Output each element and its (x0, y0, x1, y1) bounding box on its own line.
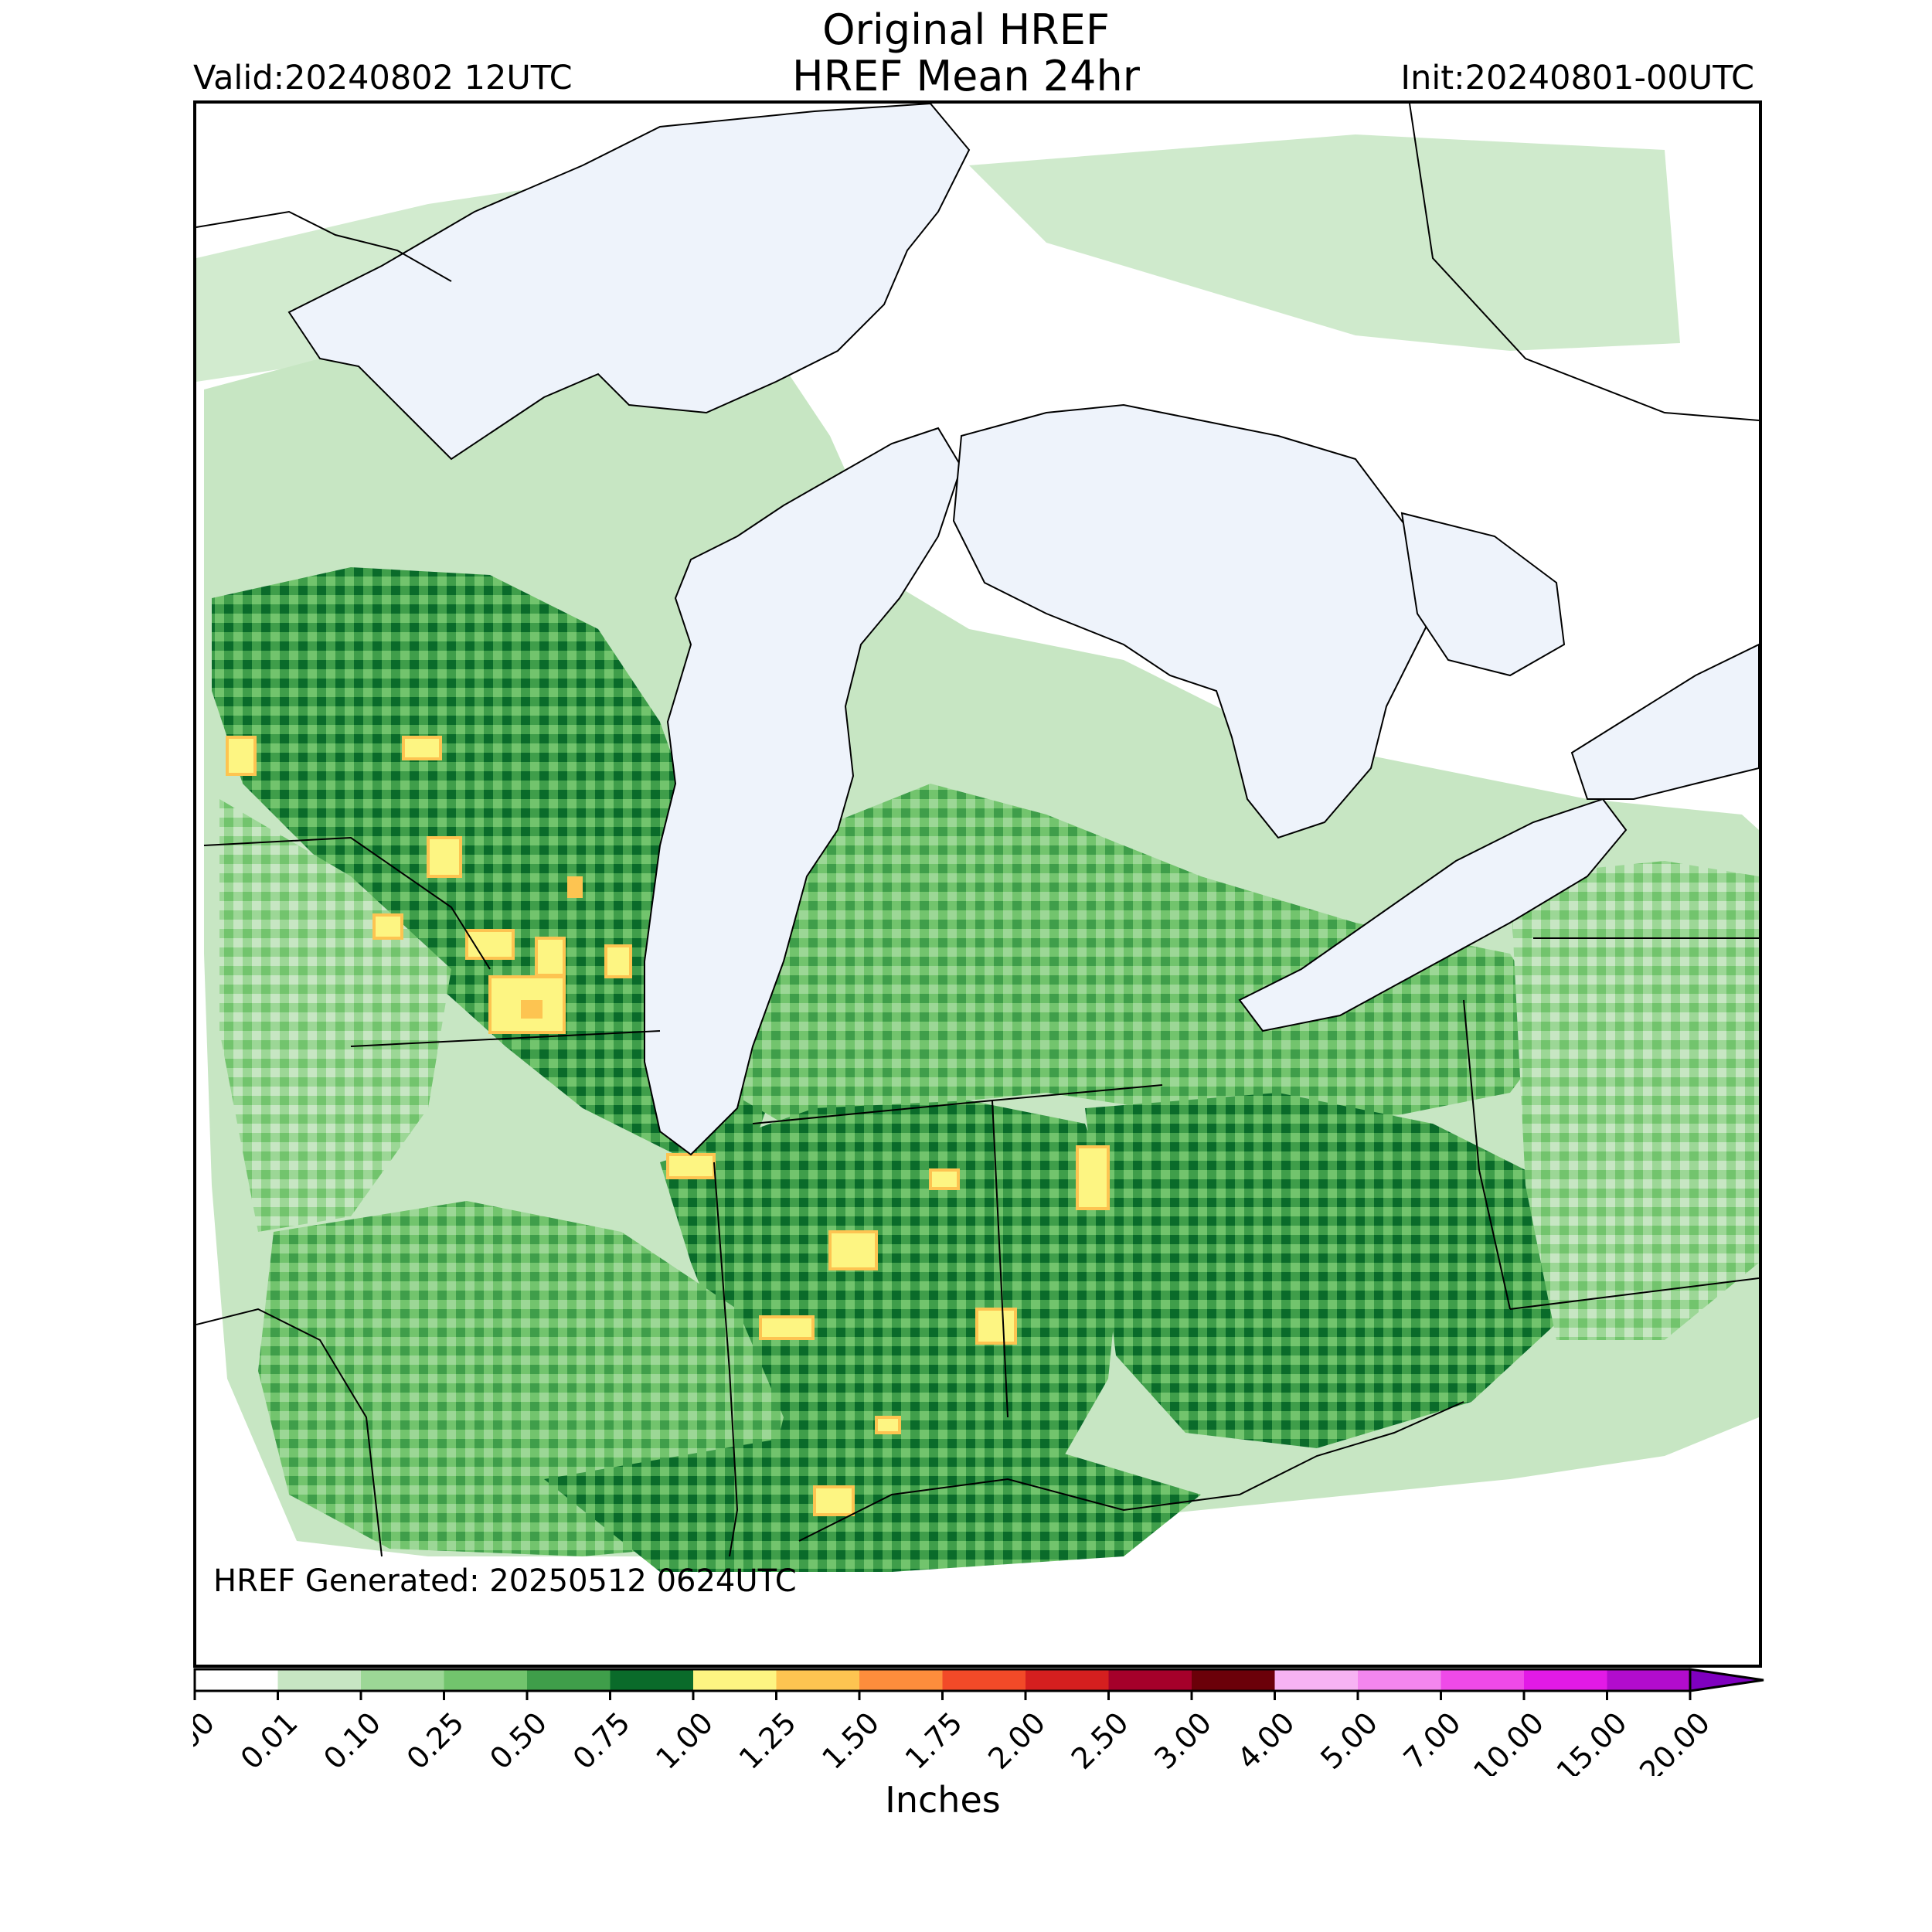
wisconsin-peak-7 (604, 944, 632, 978)
precip-region-illinois-northern (219, 799, 451, 1232)
precip-region-kentucky-border (544, 1433, 1201, 1572)
border-pennsylvania-south (1509, 1277, 1759, 1310)
colorbar-cell (1524, 1669, 1607, 1691)
border-canada-minnesota (196, 210, 452, 282)
colorbar-ticks: 0.00 0.01 0.10 0.25 0.50 0.75 1.00 1.25 1.50 1.75… (193, 1691, 1716, 1776)
border-ohio-pennsylvania (1463, 999, 1511, 1310)
colorbar-tick-label: 0.75 (566, 1706, 637, 1776)
colorbar-cell (776, 1669, 860, 1691)
colorbar-tick-label: 7.00 (1397, 1706, 1468, 1776)
border-ohio-river (798, 1401, 1464, 1542)
colorbar-tick-label: 20.00 (1633, 1706, 1716, 1776)
lake-ontario (1570, 643, 1759, 800)
border-canada-ontario-quebec (1409, 104, 1759, 421)
init-time-label: Init:20240801-00UTC (1400, 59, 1754, 97)
colorbar-tick-label: 10.00 (1467, 1706, 1550, 1776)
border-indiana-ohio (992, 1100, 1009, 1418)
colorbar-tick-label: 0.25 (400, 1706, 471, 1776)
wisconsin-peak-3 (427, 836, 462, 878)
border-minnesota-wisconsin (203, 836, 491, 970)
colorbar-cell (1607, 1669, 1691, 1691)
lake-michigan (644, 427, 963, 1156)
southern-illinois-peak (813, 1485, 855, 1516)
wisconsin-peak-2 (402, 736, 442, 760)
colorbar-tick-label: 0.50 (483, 1706, 553, 1776)
precip-peaks-orange (521, 876, 583, 1019)
valid-time-label: Valid:20240802 12UTC (193, 59, 573, 97)
colorbar-cell (1192, 1669, 1275, 1691)
colorbar-tick-label: 1.00 (649, 1706, 719, 1776)
colorbar-cell (610, 1669, 694, 1691)
colorbar-cell (444, 1669, 528, 1691)
colorbar-tick-label: 3.00 (1148, 1706, 1218, 1776)
colorbar-tick-label: 0.01 (234, 1706, 304, 1776)
indiana-peak-3 (975, 1308, 1017, 1345)
georgian-bay (1400, 512, 1566, 677)
colorbar-cell (277, 1669, 362, 1691)
map-title-line-2: HREF Mean 24hr (792, 52, 1140, 100)
border-illinois-indiana (713, 1162, 739, 1557)
colorbar-tick-label: 1.75 (899, 1706, 969, 1776)
precip-region-lower-michigan (675, 784, 1556, 1124)
colorbar-cell (1108, 1669, 1192, 1691)
wisconsin-peak-8 (372, 913, 403, 940)
colorbar-tick-label: 2.50 (1065, 1706, 1135, 1776)
lake-erie (1238, 798, 1628, 1032)
wisconsin-orange-peak-2 (521, 1000, 543, 1019)
colorbar-cell (1440, 1669, 1525, 1691)
wisconsin-peak-6 (535, 937, 566, 977)
wisconsin-orange-peak (567, 876, 583, 898)
colorbar-tick-label: 15.00 (1550, 1706, 1634, 1776)
map-panel: HREF Generated: 20250512 0624UTC (193, 100, 1762, 1668)
colorbar-tick-label: 5.00 (1314, 1706, 1384, 1776)
indiana-peak (828, 1230, 878, 1270)
precip-region-ontario-north (969, 134, 1680, 351)
ohio-peak (1076, 1145, 1110, 1210)
colorbar-tick-label: 1.50 (815, 1706, 886, 1776)
southern-illinois-peak-3 (875, 1416, 901, 1434)
colorbar-cells (193, 1668, 1764, 1692)
southern-illinois-peak-2 (666, 1153, 716, 1179)
colorbar-cell (942, 1669, 1026, 1691)
lake-superior (287, 104, 971, 461)
wisconsin-peak (226, 736, 257, 776)
precip-region-wisconsin-minnesota-band (212, 567, 784, 1155)
generated-timestamp: HREF Generated: 20250512 0624UTC (213, 1563, 797, 1599)
colorbar-cell (527, 1669, 611, 1691)
colorbar-cell (1026, 1669, 1109, 1691)
colorbar-label: Inches (885, 1779, 1001, 1821)
map-title-line-1: Original HREF (822, 5, 1110, 54)
colorbar: 0.00 0.01 0.10 0.25 0.50 0.75 1.00 1.25 1.50 1.75… (193, 1668, 1764, 1776)
precip-region-pennsylvania (1510, 861, 1759, 1340)
indiana-peak-2 (759, 1315, 815, 1340)
indiana-peak-4 (929, 1168, 960, 1190)
precip-map (196, 104, 1759, 1572)
colorbar-tick-label: 2.00 (981, 1706, 1052, 1776)
colorbar-cell (1358, 1669, 1441, 1691)
colorbar-cell (195, 1669, 278, 1691)
border-iowa-illinois (196, 1308, 383, 1557)
colorbar-tick-label: 4.00 (1231, 1706, 1301, 1776)
boundaries (196, 104, 1759, 1557)
colorbar-cell (1274, 1669, 1359, 1691)
border-wisconsin-illinois (350, 1030, 661, 1047)
colorbar-extend-arrow (1689, 1668, 1764, 1692)
colorbar-cell (859, 1669, 943, 1691)
precip-region-ohio (1085, 1093, 1572, 1448)
colorbar-tick-label: 1.25 (733, 1706, 803, 1776)
colorbar-cell (361, 1669, 444, 1691)
colorbar-tick-label: 0.00 (193, 1706, 221, 1776)
lake-huron (952, 403, 1450, 839)
colorbar-tick-label: 0.10 (317, 1706, 387, 1776)
colorbar-cell (693, 1669, 777, 1691)
great-lakes (287, 104, 1759, 1156)
border-michigan-indiana-ohio (752, 1084, 1163, 1124)
